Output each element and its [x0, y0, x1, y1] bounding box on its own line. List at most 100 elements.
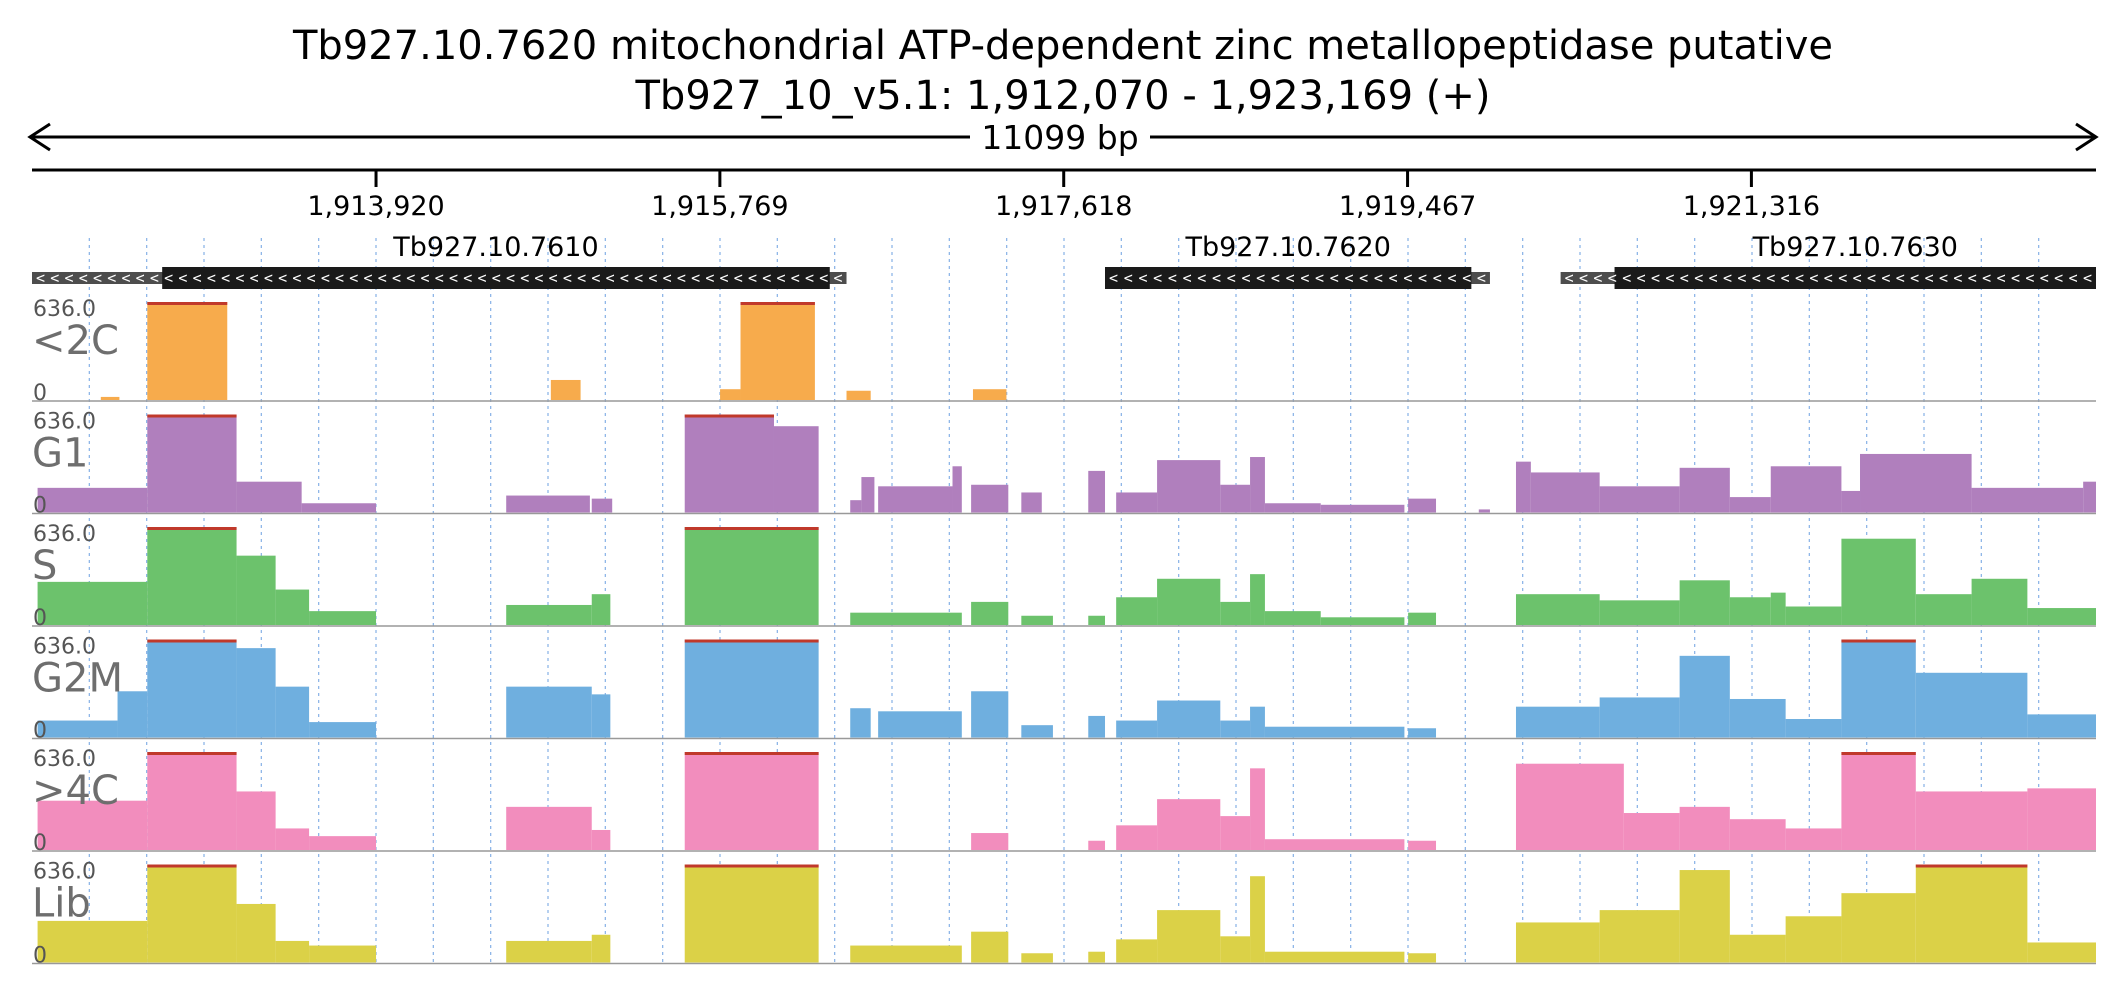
gene-track: <<<<<<<<<<<<<<<<<<<<<<<<<<<<<<<<<<<<<<<<… [32, 232, 2096, 289]
chart-subtitle: Tb927_10_v5.1: 1,912,070 - 1,923,169 (+) [635, 73, 1491, 119]
gene-cds [162, 267, 830, 289]
coverage-bar [850, 708, 871, 738]
coverage-bar [37, 920, 148, 963]
coverage-bar [1729, 597, 1771, 625]
coverage-bar [1679, 467, 1730, 513]
coverage-bar [1116, 939, 1158, 963]
coverage-bar [1915, 672, 2028, 738]
gene-cds [1105, 267, 1472, 289]
track-scale-max: 636.0 [33, 522, 96, 547]
clip-indicator [147, 527, 237, 530]
axis-tick-label: 1,919,467 [1339, 191, 1476, 222]
coverage-bar [1841, 893, 1916, 963]
coverage-bar [1021, 953, 1053, 963]
coverage-bar [1088, 470, 1106, 513]
axis-tick-label: 1,917,618 [995, 191, 1132, 222]
coverage-bar [275, 940, 310, 963]
coverage-bar [1785, 719, 1842, 738]
track-name: Lib [32, 881, 91, 927]
coverage-bar [1220, 936, 1251, 963]
coverage-bar [1729, 698, 1786, 738]
coverage-bar [1264, 951, 1405, 963]
coverage-bar [1679, 580, 1730, 625]
coverage-bar [1220, 816, 1251, 850]
coverage-bar [1860, 453, 1972, 513]
coverage-bar [684, 752, 819, 850]
coverage-bar [1915, 594, 1972, 625]
coverage-bar [720, 389, 741, 400]
coverage-bar [1515, 763, 1624, 850]
coverage-bar [684, 527, 819, 625]
coverage-bar [1785, 828, 1842, 850]
chart-title: Tb927.10.7620 mitochondrial ATP-dependen… [292, 23, 1833, 69]
coverage-bar [37, 581, 148, 625]
gene-label: Tb927.10.7630 [1752, 232, 1958, 263]
coverage-bar [684, 639, 819, 738]
track-scale-min: 0 [33, 494, 47, 519]
coverage-bar [971, 484, 1009, 513]
track-scale-min: 0 [33, 381, 47, 406]
coverage-bar [1530, 472, 1600, 513]
coverage-bar [1599, 486, 1680, 513]
coverage-bar [2027, 714, 2096, 738]
coverage-bar [147, 639, 237, 738]
coverage-bar [971, 691, 1009, 738]
coverage-bar [1116, 492, 1158, 513]
coverage-bar [1729, 497, 1771, 513]
coverage-bar [1088, 951, 1106, 963]
coverage-bar [117, 691, 148, 738]
coverage-bar [147, 864, 237, 963]
coverage-bar [971, 601, 1009, 625]
coverage-bar [2027, 942, 2096, 963]
coverage-bar [2027, 608, 2096, 625]
coverage-bar [1264, 726, 1405, 738]
coverage-bar [1599, 697, 1680, 738]
span-length-label: 11099 bp [981, 118, 1138, 157]
coverage-bar [878, 486, 953, 513]
coverage-bar [1250, 457, 1265, 513]
coverage-bar [1515, 922, 1600, 963]
coverage-bar [506, 604, 592, 625]
coverage-bar [1915, 791, 2028, 850]
coverage-bar [1320, 504, 1405, 513]
track-2c: 636.0 0 <2C [32, 297, 2096, 406]
clip-indicator [147, 639, 237, 643]
strand-arrows-icon: <<<<<<<<<<<<<<<<<<<<<<<<<<<<<<<<<<<<<<<<… [36, 269, 843, 287]
coverage-bar [147, 414, 237, 513]
coverage-bar [1915, 864, 2028, 963]
coverage-bar [275, 828, 310, 850]
coverage-bar [236, 903, 276, 963]
strand-arrows-icon: <<<<<<<<<<<<<<<<<<<<<<<<<<<<<<<<<<<<< [1565, 269, 2092, 287]
gene-label: Tb927.10.7610 [392, 232, 598, 263]
clip-indicator [684, 414, 774, 418]
coverage-bar [861, 477, 875, 513]
coverage-bar [850, 945, 962, 963]
coverage-bar [1220, 601, 1251, 625]
coverage-bar [1116, 720, 1158, 738]
coverage-bar [309, 945, 377, 963]
coverage-bar [236, 555, 276, 625]
track-g1: 636.0 0 G1 [32, 410, 2096, 519]
coverage-bar [1264, 839, 1405, 850]
coverage-bar [972, 389, 1007, 400]
coverage-bar [1264, 503, 1321, 513]
coverage-bar [1088, 615, 1106, 625]
coverage-bar [1770, 592, 1786, 625]
clip-indicator [147, 864, 237, 868]
clip-indicator [1915, 864, 2028, 868]
coverage-bar [591, 829, 611, 850]
axis-ticks: 1,913,920 1,915,769 1,917,618 1,919,467 1,92… [307, 170, 1820, 222]
track-name: S [32, 543, 57, 589]
coverage-bar [1088, 840, 1106, 850]
coverage-bar [591, 934, 611, 963]
clip-indicator [740, 302, 815, 305]
gene-cds [1614, 267, 2096, 289]
coverage-bar [1157, 578, 1221, 625]
coverage-bar [236, 648, 276, 738]
coverage-bar [1729, 819, 1786, 850]
coverage-bar [275, 589, 310, 625]
coverage-bar [1599, 600, 1680, 625]
coverage-bar [100, 396, 120, 400]
coverage-bar [878, 711, 962, 738]
